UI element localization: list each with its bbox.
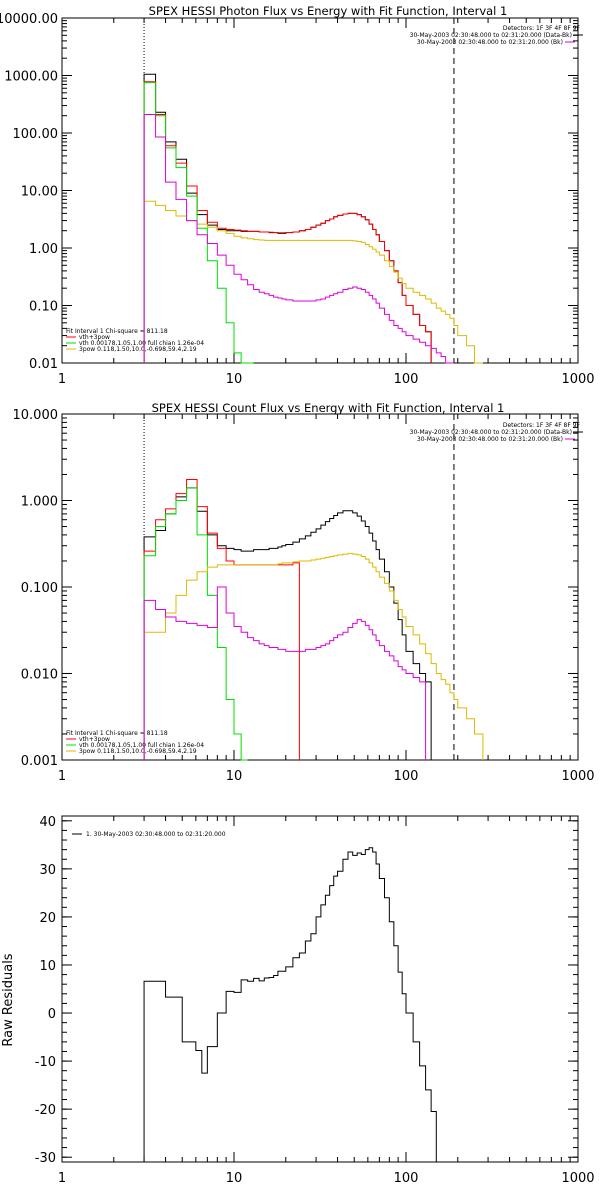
x-tick-label: 10 [226, 1171, 243, 1186]
y-tick-label: -10 [35, 1055, 56, 1070]
vth-legend-label: vth 0.00178,1.05,1.00 full chian 1.26e-0… [79, 340, 204, 347]
bk-interval-label: 30-May-2003 02:30:48.000 to 02:31:20.000… [417, 39, 563, 46]
series-line-bk [143, 113, 454, 364]
bk-interval-label-2: 30-May-2003 02:30:48.000 to 02:31:20.000… [417, 436, 563, 443]
y-tick-label: 0.01 [29, 357, 58, 372]
vth-legend-label-2: vth 0.00178,1.05,1.00 full chian 1.26e-0… [79, 742, 204, 749]
detectors-label-2: Detectors: 1F 3F 4F 8F 9F [503, 422, 581, 429]
vth-3pow-legend-label: vth+3pow [79, 334, 110, 341]
series-line-3pow [143, 552, 484, 760]
series-line-bk [143, 586, 427, 760]
photon-flux-panel: SPEX HESSI Photon Flux vs Energy with Fi… [0, 4, 595, 387]
data-bk-interval-label: 30-May-2003 02:30:48.000 to 02:31:20.000… [410, 32, 572, 39]
y-tick-label: 10.00 [21, 185, 58, 200]
series-line-vth [143, 487, 248, 761]
x-tick-label: 100 [394, 1171, 419, 1186]
residuals-ylabel: Raw Residuals [1, 953, 16, 1046]
y-tick-label: 10000.00 [0, 12, 58, 27]
y-tick-label: 0 [48, 1007, 56, 1022]
x-tick-label: 1000 [561, 372, 594, 387]
y-tick-label: 0.001 [21, 754, 58, 769]
y-tick-label: 30 [39, 863, 56, 878]
y-tick-label: 100.00 [13, 127, 59, 142]
y-tick-label: 1000.00 [4, 70, 58, 85]
y-tick-label: 1.000 [21, 495, 58, 510]
x-tick-label: 10 [226, 372, 243, 387]
x-tick-label: 1000 [561, 769, 594, 784]
fit-interval-label: Fit Interval 1 Chi-square = 811.18 [66, 328, 168, 335]
y-tick-label: 10 [39, 959, 56, 974]
x-tick-label: 1 [58, 769, 66, 784]
3pow-legend-label: 3pow 0.118,1.50,10.0,-0.698,59.4,2.19 [79, 346, 197, 353]
photon-flux-title: SPEX HESSI Photon Flux vs Energy with Fi… [149, 4, 508, 18]
series-line-vth [143, 82, 254, 364]
series-line-vth-3pow [143, 478, 300, 760]
fit-interval-label-2: Fit Interval 1 Chi-square = 811.18 [66, 730, 168, 737]
3pow-legend-label-2: 3pow 0.118,1.50,10.0,-0.698,59.4,2.19 [79, 748, 197, 755]
series-line-3pow [143, 200, 483, 364]
x-tick-label: 100 [394, 769, 419, 784]
y-tick-label: 10.000 [13, 408, 59, 423]
detectors-label: Detectors: 1F 3F 4F 8F 9F [503, 25, 581, 32]
y-tick-label: 40 [39, 815, 56, 830]
series-line-vth-3pow [143, 81, 432, 363]
x-tick-label: 1 [58, 1171, 66, 1186]
data-bk-interval-label-2: 30-May-2003 02:30:48.000 to 02:31:20.000… [410, 429, 572, 436]
x-tick-label: 10 [226, 769, 243, 784]
y-tick-label: 20 [39, 911, 56, 926]
count-flux-panel: SPEX HESSI Count Flux vs Energy with Fit… [13, 401, 595, 784]
residuals-legend-label: 1. 30-May-2003 02:30:48.000 to 02:31:20.… [86, 831, 226, 838]
vth-3pow-legend-label-2: vth+3pow [79, 736, 110, 743]
x-tick-label: 1000 [561, 1171, 594, 1186]
series-line-1-30-may-2003-02-30-48-000-to-02-31-20-000 [143, 847, 442, 1163]
y-tick-label: 0.10 [29, 300, 58, 315]
y-tick-label: 0.010 [21, 668, 58, 683]
residuals-panel: 1. 30-May-2003 02:30:48.000 to 02:31:20.… [1, 815, 595, 1186]
y-tick-label: -20 [35, 1103, 56, 1118]
y-tick-label: 1.00 [29, 242, 58, 257]
series-line-data-bk [143, 487, 432, 760]
count-flux-title: SPEX HESSI Count Flux vs Energy with Fit… [152, 401, 505, 415]
x-tick-label: 1 [58, 372, 66, 387]
y-tick-label: -30 [35, 1151, 56, 1166]
plot-frame-2 [61, 815, 579, 1163]
x-tick-label: 100 [394, 372, 419, 387]
y-tick-label: 0.100 [21, 581, 58, 596]
